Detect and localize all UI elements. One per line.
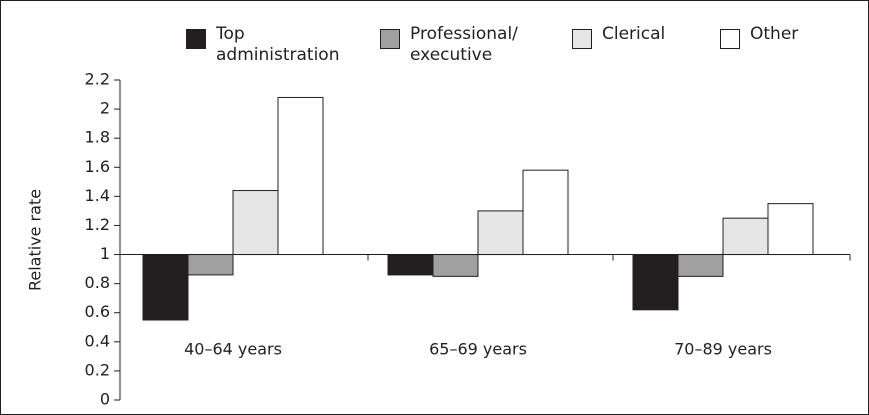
x-tick-label: 65–69 years	[429, 340, 527, 359]
y-tick-label: 1.6	[85, 157, 110, 176]
legend-label: Clerical	[602, 24, 666, 44]
bar	[187, 254, 234, 276]
bar	[767, 203, 814, 256]
y-tick-label: 0.2	[85, 360, 110, 379]
y-tick-label: 0.6	[85, 302, 110, 321]
bar	[677, 254, 724, 277]
legend-swatch	[572, 29, 592, 49]
y-tick-label: 1.2	[85, 215, 110, 234]
legend-label: Professional/ executive	[410, 24, 518, 65]
y-tick-label: 2.2	[85, 70, 110, 89]
y-tick-label: 1.8	[85, 128, 110, 147]
bar	[522, 169, 569, 256]
bar	[477, 210, 524, 256]
y-tick-label: 2	[100, 99, 110, 118]
bar	[277, 96, 324, 256]
y-tick-label: 1	[100, 244, 110, 263]
bar	[722, 217, 769, 256]
legend-swatch	[186, 29, 206, 49]
x-tick-label: 40–64 years	[184, 340, 282, 359]
legend-swatch	[380, 29, 400, 49]
bar	[387, 254, 434, 276]
bar	[232, 190, 279, 256]
y-tick-label: 0	[100, 390, 110, 409]
bar	[432, 254, 479, 277]
bar	[632, 254, 679, 311]
bar	[142, 254, 189, 321]
y-tick-label: 0.8	[85, 273, 110, 292]
legend-label: Top administration	[216, 24, 340, 65]
y-tick-label: 0.4	[85, 331, 110, 350]
legend-swatch	[720, 29, 740, 49]
y-tick-label: 1.4	[85, 186, 110, 205]
x-tick-label: 70–89 years	[674, 340, 772, 359]
legend-label: Other	[750, 24, 799, 44]
y-axis-label: Relative rate	[26, 189, 45, 291]
